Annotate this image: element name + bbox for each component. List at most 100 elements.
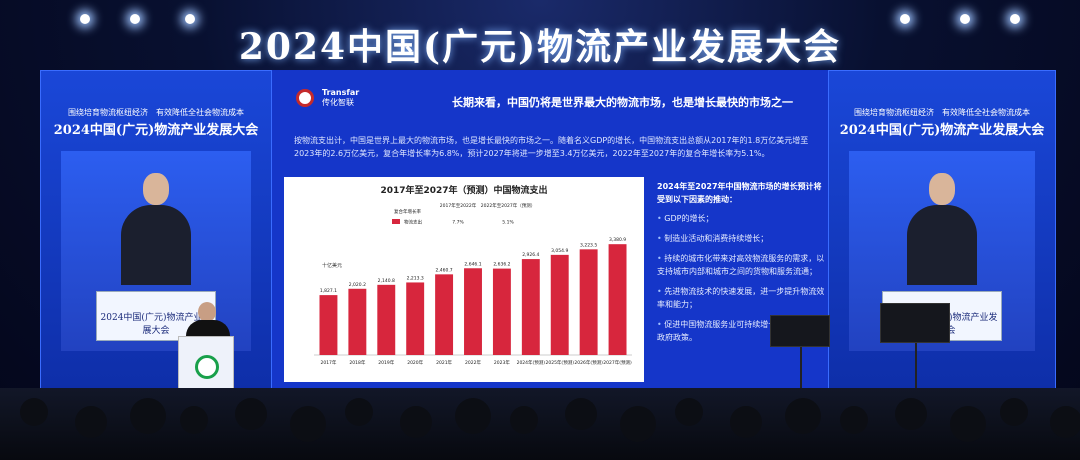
audience-head xyxy=(730,406,762,438)
legend-label: 物流支出 xyxy=(404,219,422,226)
audience xyxy=(0,388,1080,460)
audience-head xyxy=(950,406,986,442)
bar xyxy=(377,284,396,355)
slide-intro: 按物流支出计，中国是世界上最大的物流市场，也是增长最快的市场之一。随着名义GDP… xyxy=(294,136,809,158)
data-label: 1,827.1 xyxy=(320,288,337,294)
side-screen-heading: 2024中国(广元)物流产业发展大会 xyxy=(53,123,259,138)
driver-item: 先进物流技术的快速发展，进一步提升物流效率和能力； xyxy=(657,285,827,311)
tick-label: 2023年 xyxy=(494,359,510,366)
bar xyxy=(579,249,598,355)
driver-item: 持续的城市化带来对高效物流服务的需求，以支持城市内部和城市之间的货物和服务流通； xyxy=(657,252,827,278)
drivers-panel: 2024年至2027年中国物流市场的增长预计将受到以下因素的推动： GDP的增长… xyxy=(657,180,827,351)
audience-head xyxy=(620,406,656,442)
tripod xyxy=(800,347,802,427)
bar-chart: 复合年增长率 2017年至2022年 2022年至2027年（预测） 物流支出 7.7%… xyxy=(314,202,632,366)
data-label: 2,636.2 xyxy=(493,262,510,268)
bar xyxy=(435,274,454,355)
tick-label: 2022年 xyxy=(465,359,481,366)
legend-swatch xyxy=(392,219,400,224)
bar xyxy=(464,268,482,355)
audience-head xyxy=(455,398,491,434)
driver-item: 制造业活动和消费持续增长； xyxy=(657,232,827,245)
light xyxy=(960,14,970,24)
light xyxy=(900,14,910,24)
audience-head xyxy=(675,398,703,426)
y-axis-label: 十亿美元 xyxy=(322,262,342,269)
data-label: 2,213.3 xyxy=(407,275,424,281)
tick-label: 2019年 xyxy=(378,359,394,366)
bar xyxy=(608,244,627,355)
speaker-figure xyxy=(907,173,977,285)
cagr-value: 5.1% xyxy=(502,220,514,226)
speaker-video: 2024中国(广元)物流产业发展大会 xyxy=(61,151,251,351)
audience-head xyxy=(1050,406,1080,438)
cagr-table: 复合年增长率 2017年至2022年 2022年至2027年（预测） 物流支出 7.7%… xyxy=(392,202,535,226)
cagr-period: 2022年至2027年（预测） xyxy=(481,202,535,209)
light xyxy=(185,14,195,24)
light xyxy=(80,14,90,24)
audience-head xyxy=(840,406,868,434)
audience-head xyxy=(235,398,267,430)
tick-label: 2021年 xyxy=(436,359,452,366)
audience-head xyxy=(345,398,373,426)
slide-heading: 长期来看，中国仍将是世界最大的物流市场，也是增长最快的市场之一 xyxy=(452,96,793,109)
chart-panel: 2017年至2027年（预测）中国物流支出 复合年增长率 2017年至2022年 2… xyxy=(284,177,644,382)
right-side-screen: 围绕培育物流枢纽经济 有效降低全社会物流成本 2024中国(广元)物流产业发展大… xyxy=(828,70,1056,395)
light xyxy=(130,14,140,24)
bar xyxy=(492,268,511,355)
logo-subtext: 传化智联 xyxy=(322,98,354,107)
data-label: 2,460.7 xyxy=(435,267,452,273)
audience-head xyxy=(565,398,597,430)
data-label: 2,926.4 xyxy=(522,252,539,258)
video-camera-icon xyxy=(880,303,950,343)
tick-label: 2027年(预测) xyxy=(603,359,632,366)
cagr-value: 7.7% xyxy=(452,220,464,226)
chart-title: 2017年至2027年（预测）中国物流支出 xyxy=(380,186,548,196)
side-screen-heading: 2024中国(广元)物流产业发展大会 xyxy=(839,123,1045,138)
drivers-list: GDP的增长； 制造业活动和消费持续增长； 持续的城市化带来对高效物流服务的需求… xyxy=(657,212,827,344)
tripod xyxy=(915,343,917,423)
lectern-emblem-icon xyxy=(195,355,219,379)
side-screen-subtitle: 围绕培育物流枢纽经济 有效降低全社会物流成本 xyxy=(68,108,244,117)
data-label: 3,054.9 xyxy=(551,248,568,254)
data-label: 3,223.5 xyxy=(580,242,597,248)
presentation-slide: Transfar 传化智联 长期来看，中国仍将是世界最大的物流市场，也是增长最快… xyxy=(272,70,828,395)
bar xyxy=(550,254,569,355)
bar xyxy=(521,259,540,355)
audience-head xyxy=(130,398,166,434)
event-banner: 2024中国(广元)物流产业发展大会 xyxy=(238,26,842,68)
logo-text: Transfar xyxy=(322,88,360,97)
audience-head xyxy=(290,406,326,442)
tick-label: 2026年(预测) xyxy=(574,359,603,366)
tick-label: 2020年 xyxy=(407,359,423,366)
data-label: 2,646.1 xyxy=(464,261,481,267)
audience-head xyxy=(785,398,821,434)
driver-item: 促进中国物流服务业可持续增长和升级的有利政府政策。 xyxy=(657,318,827,344)
audience-head xyxy=(895,398,927,430)
cagr-header: 复合年增长率 xyxy=(394,208,421,215)
audience-head xyxy=(1000,398,1028,426)
video-camera-icon xyxy=(770,315,830,347)
audience-head xyxy=(510,406,538,434)
audience-head xyxy=(75,406,107,438)
transfar-logo: Transfar 传化智联 xyxy=(322,88,359,108)
tick-label: 2018年 xyxy=(349,359,365,366)
tick-label: 2025年(预测) xyxy=(545,359,574,366)
audience-head xyxy=(180,406,208,434)
side-screen-subtitle: 围绕培育物流枢纽经济 有效降低全社会物流成本 xyxy=(854,108,1030,117)
bar xyxy=(348,288,367,355)
left-side-screen: 围绕培育物流枢纽经济 有效降低全社会物流成本 2024中国(广元)物流产业发展大… xyxy=(40,70,272,395)
bars: 十亿美元 1,827.1 2017年 2,020.2 2018年 2,140.8 2019年… xyxy=(314,237,632,366)
data-label: 3,380.9 xyxy=(609,237,626,243)
speaker-figure xyxy=(121,173,191,285)
audience-head xyxy=(400,406,432,438)
bar xyxy=(406,282,425,355)
light xyxy=(1010,14,1020,24)
bar xyxy=(319,295,338,355)
driver-item: GDP的增长； xyxy=(657,212,827,225)
data-label: 2,140.8 xyxy=(378,278,395,284)
lectern xyxy=(178,336,234,394)
drivers-heading: 2024年至2027年中国物流市场的增长预计将受到以下因素的推动： xyxy=(657,182,822,204)
tick-label: 2024年(预测) xyxy=(517,359,546,366)
